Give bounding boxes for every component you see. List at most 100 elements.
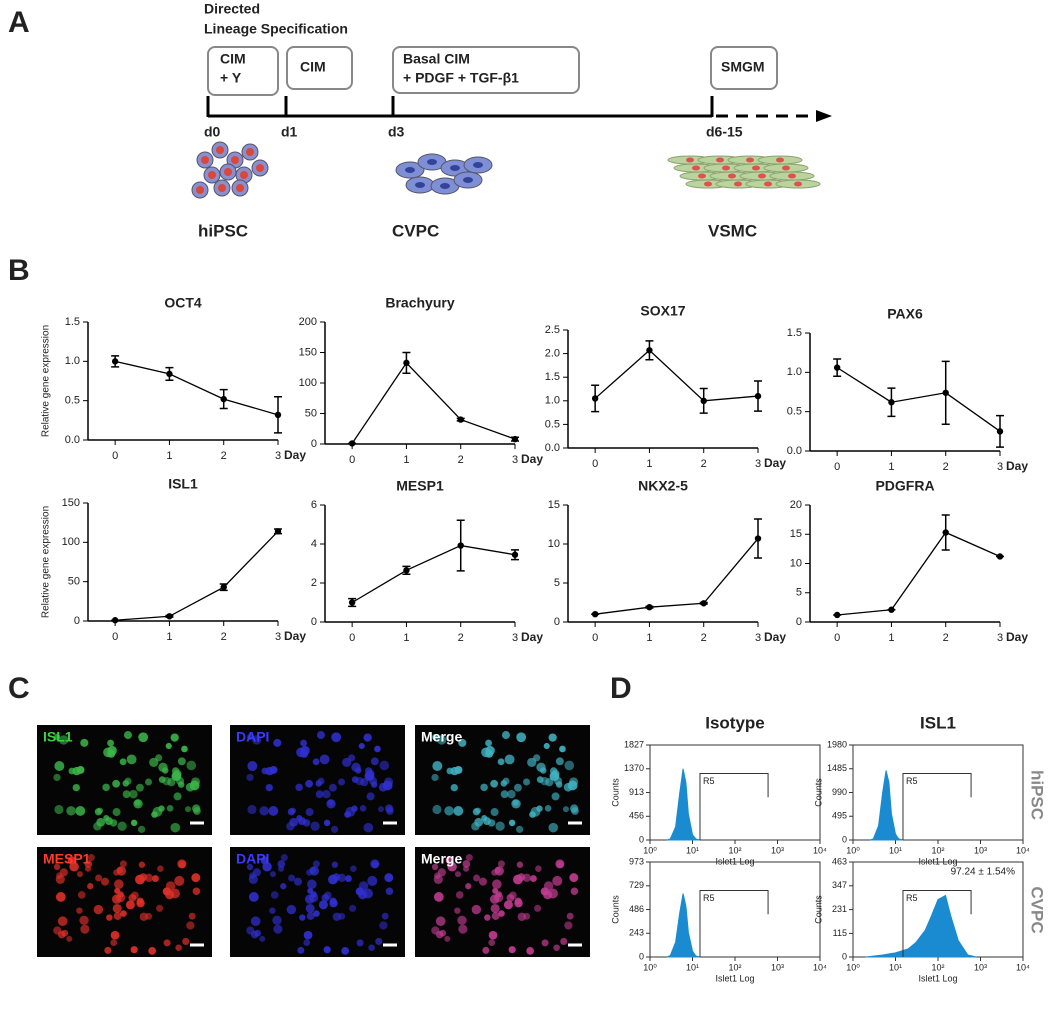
x-tick-label: 3 [997,461,1003,473]
chart-title: MESP1 [396,478,444,494]
nucleus-dot [504,754,515,765]
x-tick-label: 10² [931,962,944,972]
cell-nucleus [728,173,736,179]
image-label: DAPI [236,729,269,745]
nucleus-dot [260,856,269,865]
x-axis-label: Islet1 Log [918,973,957,983]
nucleus-dot [163,939,171,947]
nucleus-dot [109,819,118,827]
y-tick-label: 1370 [624,763,644,773]
gate-label: R5 [906,776,918,786]
x-tick-label: 2 [943,461,949,473]
x-tick-label: 10⁰ [846,962,860,972]
nucleus-dot [554,776,563,785]
cell-nucleus [236,184,244,192]
box-text: + Y [220,70,242,86]
data-point [348,599,356,606]
cell-nucleus [734,181,742,187]
data-point [888,606,895,613]
box-text: + PDGF + TGF-β1 [403,70,519,86]
row-title: CVPC [1028,886,1047,933]
nucleus-dot [351,776,359,783]
nucleus-dot [192,804,201,813]
data-point [403,567,410,574]
nucleus-dot [269,907,276,914]
y-tick-label: 15 [790,528,802,540]
nucleus-dot [248,874,258,884]
nucleus-dot [450,783,458,792]
nucleus-dot [484,914,491,921]
nucleus-dot [384,873,394,883]
x-tick-label: 0 [834,461,840,473]
nucleus-dot [556,861,564,869]
y-tick-label: 973 [629,856,644,866]
chart-title: Brachyury [385,295,454,311]
y-tick-label: 0.5 [545,418,560,430]
nucleus-dot [165,881,176,891]
nucleus-dot [174,875,185,886]
nucleus-dot [136,899,145,908]
y-axis-label: Relative gene expression [41,506,52,618]
data-line [836,367,1001,432]
data-point [111,358,119,365]
y-tick-label: 495 [832,811,847,821]
nucleus-dot [165,742,172,750]
nucleus-dot [296,747,306,758]
y-axis-label: Counts [813,778,823,807]
nucleus-dot [490,779,499,788]
nucleus-dot [107,739,115,747]
data-line [114,360,279,416]
nucleus-dot [66,935,73,942]
cell-nucleus [473,162,483,168]
nucleus-dot [536,776,544,783]
nucleus-dot [472,808,481,816]
nucleus-dot [176,776,185,785]
nucleus-dot [432,804,442,815]
x-tick-label: 2 [221,631,227,643]
nucleus-dot [262,862,272,872]
cell-nucleus [218,184,226,192]
nucleus-dot [59,735,69,745]
nucleus-dot [307,879,317,890]
nucleus-dot [465,883,472,890]
nucleus-dot [87,883,94,890]
nucleus-dot [265,783,273,792]
nucleus-dot [526,947,535,955]
nucleus-dot [269,871,277,878]
nucleus-dot [95,874,103,882]
nucleus-dot [375,937,383,946]
y-tick-label: 0 [639,951,644,961]
nucleus-dot [492,887,499,894]
data-point [274,528,282,535]
y-tick-label: 5 [796,587,802,599]
nucleus-dot [247,804,257,815]
nucleus-dot [478,877,488,886]
box-text: Basal CIM [403,51,470,67]
nucleus-dot [288,874,296,882]
microscopy-images: ISL1 DAPI Merge MESP1 DAPI Merge [37,725,590,957]
nucleus-dot [112,779,121,788]
nucleus-dot [54,733,61,741]
nucleus-dot [516,861,524,868]
nucleus-dot [119,860,127,868]
nucleus-dot [188,912,196,920]
x-tick-label: 0 [834,632,840,644]
y-tick-label: 50 [68,576,80,588]
nucleus-dot [381,912,389,920]
timeline-axis [206,96,818,118]
nucleus-dot [523,912,531,920]
nucleus-dot [553,944,560,952]
data-point [220,395,227,403]
y-tick-label: 100 [62,536,80,548]
y-tick-label: 0 [842,834,847,844]
cell-nucleus [256,164,264,172]
nucleus-dot [488,939,496,946]
nucleus-dot [67,856,76,865]
nucleus-dot [487,819,496,827]
x-tick-label: 10⁴ [1016,962,1030,972]
timeline-header: Directed [204,1,260,17]
cell-nucleus [698,173,706,179]
cell-label: VSMC [708,221,757,240]
nucleus-dot [485,739,493,747]
